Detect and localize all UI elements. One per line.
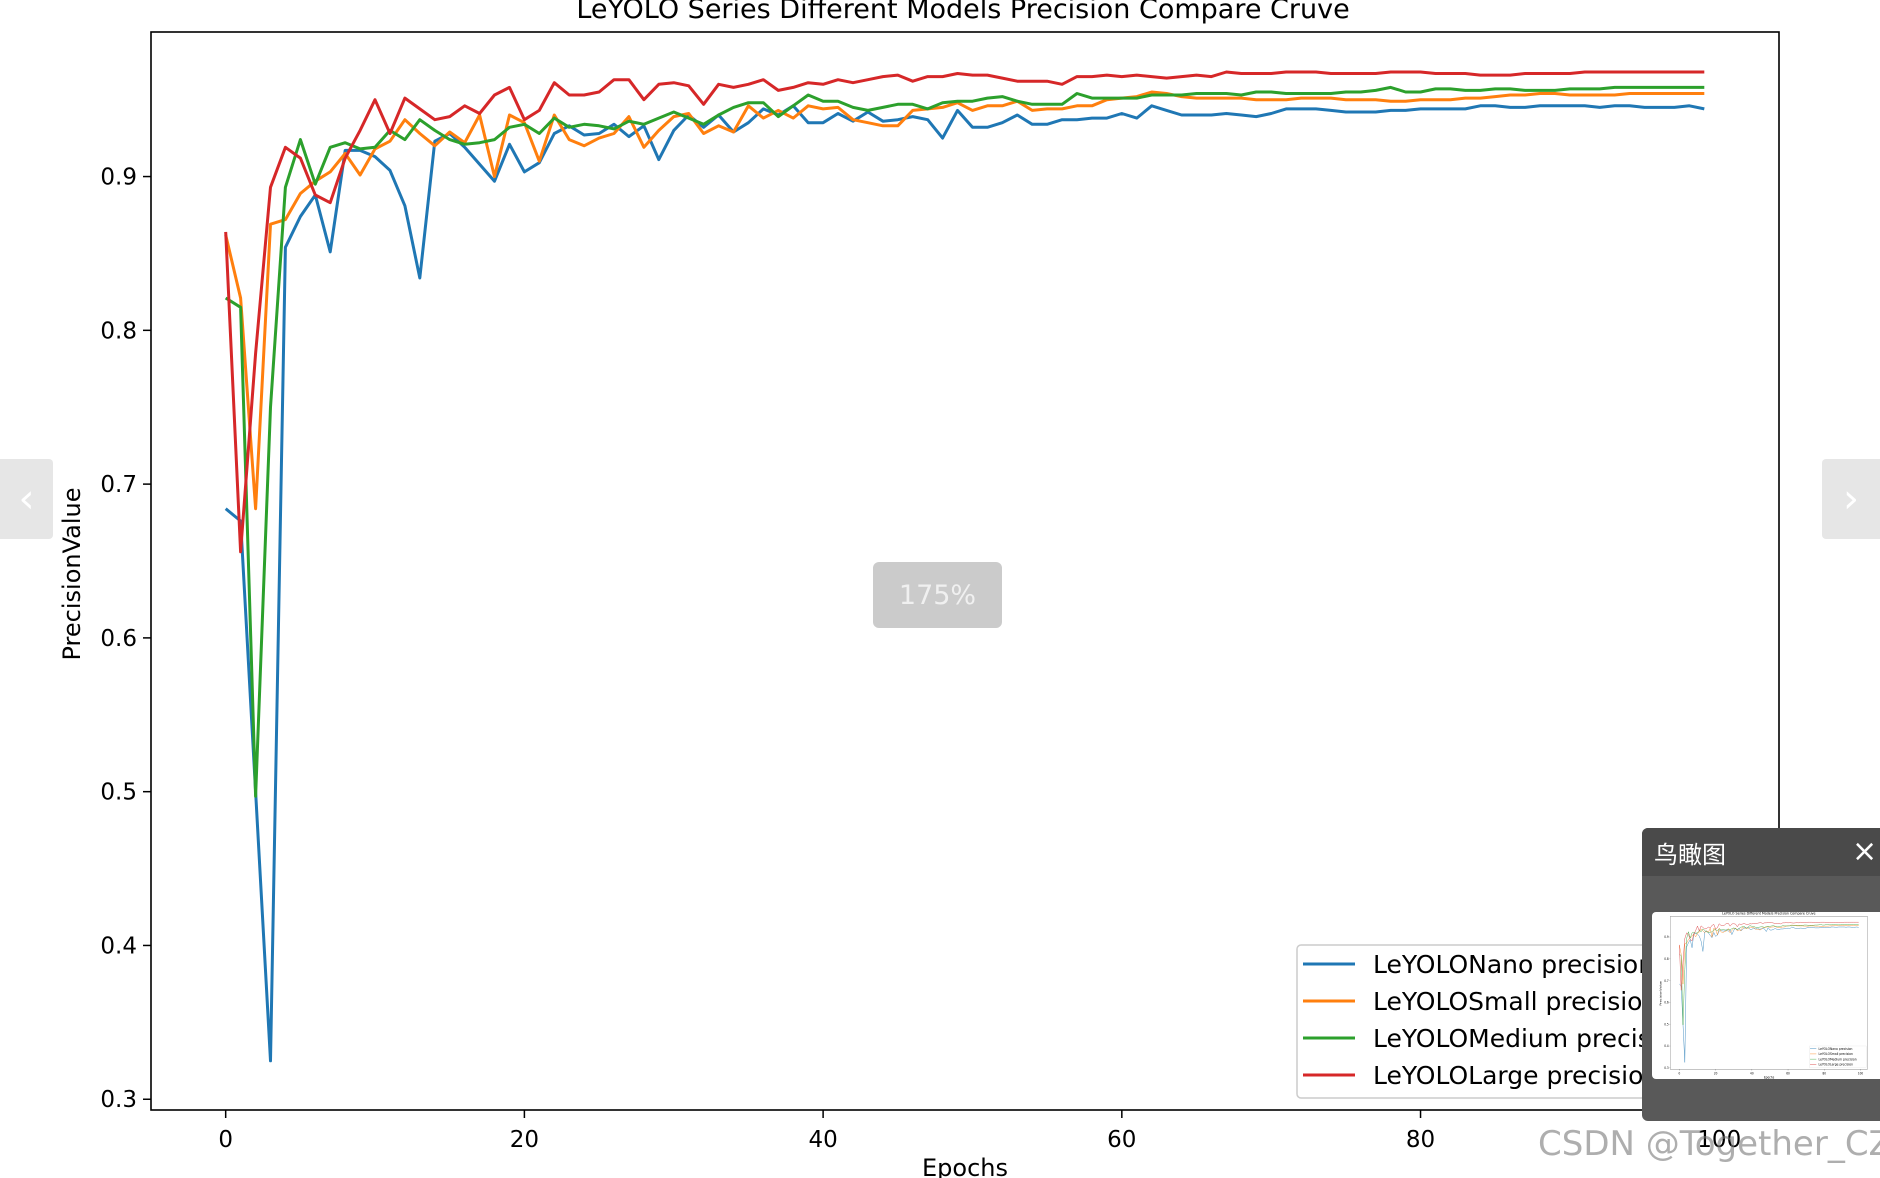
series-line-1 [224, 90, 1705, 511]
x-tick-label: 20 [1714, 1071, 1718, 1075]
zoom-level-indicator: 175% [873, 562, 1002, 628]
x-tick-label: 60 [1786, 1071, 1790, 1075]
y-tick-label: 0.8 [100, 318, 137, 344]
chart-title: LeYOLO Series Different Models Precision… [1722, 912, 1815, 916]
y-axis: 0.3 0.4 0.5 0.6 0.7 0.8 0.9 [100, 165, 151, 1113]
legend-label: LeYOLOMedium precision [1373, 1024, 1689, 1053]
legend-label: LeYOLOLarge precision [1373, 1061, 1659, 1090]
overview-panel: 鸟瞰图 × LeYOLO Series Different Models Pre… [1642, 828, 1880, 1121]
y-tick-label: 0.9 [1664, 935, 1668, 939]
legend-frame [1809, 1045, 1867, 1068]
plot-area [150, 31, 1780, 1111]
legend-label: LeYOLOLarge precision [1819, 1062, 1854, 1066]
y-tick-label: 0.8 [1664, 957, 1668, 961]
y-axis: 0.3 0.4 0.5 0.6 0.7 0.8 0.9 [1664, 935, 1671, 1070]
y-tick-label: 0.3 [1664, 1066, 1668, 1070]
y-tick-label: 0.7 [1664, 979, 1668, 983]
series-line-1 [1679, 924, 1859, 985]
series-line-3 [1679, 921, 1859, 991]
series-line-0 [1679, 926, 1859, 1063]
y-tick-label: 0.4 [100, 933, 137, 959]
legend-label: LeYOLONano precision [1819, 1047, 1853, 1051]
x-tick-label: 20 [510, 1127, 539, 1153]
y-tick-label: 0.4 [1664, 1044, 1668, 1048]
x-tick-label: 40 [1750, 1071, 1754, 1075]
x-tick-label: 80 [1823, 1071, 1827, 1075]
overview-header: 鸟瞰图 [1642, 828, 1880, 876]
x-tick-label: 100 [1697, 1127, 1741, 1153]
plot-area [1670, 916, 1868, 1070]
x-axis: 0 20 40 60 80 100 [218, 1110, 1741, 1153]
chart-title: LeYOLO Series Different Models Precision… [576, 0, 1349, 25]
y-axis-label: PrecisionValue [58, 488, 86, 661]
y-tick-label: 0.7 [100, 472, 137, 498]
x-tick-label: 0 [218, 1127, 233, 1153]
watermark: CSDN @Together_CZ [1538, 1124, 1880, 1164]
overview-thumbnail[interactable]: LeYOLO Series Different Models Precision… [1652, 912, 1880, 1079]
series-line-0 [224, 104, 1705, 1063]
x-tick-label: 0 [1678, 1071, 1680, 1075]
x-axis-label: Epochs [922, 1154, 1008, 1178]
next-image-button[interactable]: › [1822, 459, 1880, 539]
legend-label: LeYOLOSmall precision [1373, 987, 1658, 1016]
y-tick-label: 0.6 [100, 626, 137, 652]
series-line-2 [1679, 924, 1859, 1026]
series-line-3 [224, 70, 1705, 554]
close-icon[interactable]: × [1852, 834, 1878, 869]
legend-label: LeYOLOMedium precision [1819, 1057, 1857, 1061]
x-tick-label: 80 [1406, 1127, 1435, 1153]
x-tick-label: 60 [1107, 1127, 1136, 1153]
thumbnail-chart: LeYOLO Series Different Models Precision… [1659, 912, 1868, 1079]
y-tick-label: 0.9 [100, 165, 137, 191]
x-tick-label: 100 [1858, 1071, 1863, 1075]
legend-items: LeYOLONano precision LeYOLOSmall precisio… [1303, 950, 1689, 1090]
y-tick-label: 0.5 [1664, 1022, 1668, 1026]
series-layer [1679, 921, 1859, 1063]
series-line-2 [224, 85, 1705, 798]
y-tick-label: 0.6 [1664, 1000, 1668, 1004]
legend-label: LeYOLONano precision [1373, 950, 1654, 979]
x-axis: 0 20 40 60 80 100 [1678, 1069, 1863, 1076]
y-axis-label: PrecisionValue [1659, 981, 1663, 1006]
previous-image-button[interactable]: ‹ [0, 459, 53, 539]
x-tick-label: 40 [808, 1127, 837, 1153]
legend-label: LeYOLOSmall precision [1819, 1052, 1853, 1056]
x-axis-label: Epochs [1764, 1075, 1775, 1079]
series-layer [224, 70, 1705, 1063]
y-tick-label: 0.3 [100, 1087, 137, 1113]
y-tick-label: 0.5 [100, 780, 137, 806]
overview-title: 鸟瞰图 [1654, 840, 1726, 869]
